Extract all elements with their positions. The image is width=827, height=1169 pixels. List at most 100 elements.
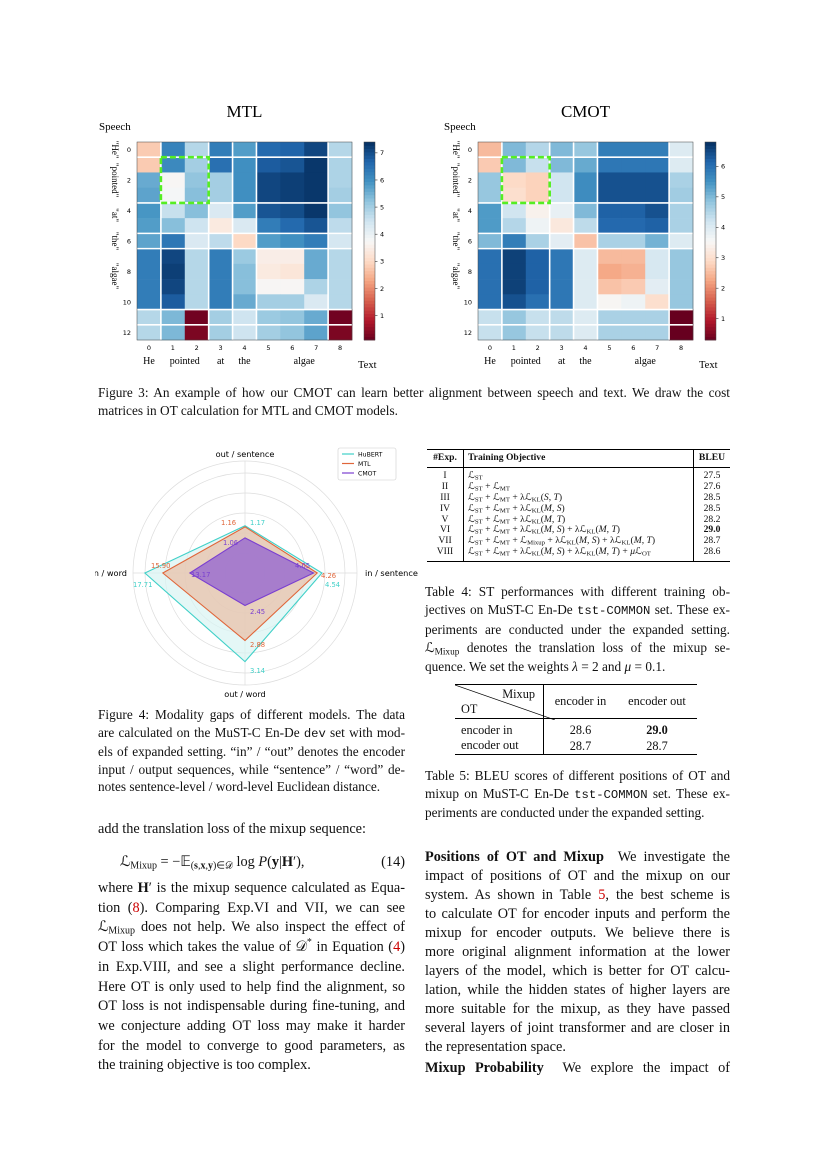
colorbar-segment xyxy=(705,221,716,225)
heatmap-cell xyxy=(208,157,233,173)
colorbar-segment xyxy=(364,151,375,156)
bleu: 28.5 xyxy=(693,503,730,515)
colorbar-segment xyxy=(705,244,716,248)
heatmap-cell xyxy=(525,172,550,188)
axis-label: out / sentence xyxy=(216,449,275,459)
colorbar-segment xyxy=(364,320,375,324)
heatmap-cell xyxy=(573,309,598,326)
cell: 28.7 xyxy=(543,737,617,755)
colorbar-tick-label: 5 xyxy=(721,193,725,201)
x-word-label: at xyxy=(217,356,224,367)
heatmap-cell xyxy=(160,218,186,234)
heatmap-cell xyxy=(304,309,329,326)
data-label: 17.71 xyxy=(133,581,152,589)
x-word-label: the xyxy=(579,356,592,367)
heatmap-cell xyxy=(160,263,186,280)
heatmap-cell xyxy=(525,142,550,158)
body-line: to calculate OT for encoder inputs and p… xyxy=(425,905,730,922)
left-paragraph: where H′ is the mixup sequence calculate… xyxy=(98,879,405,1076)
heatmap-cell xyxy=(669,187,694,204)
heatmap-title: CMOT xyxy=(561,102,611,121)
colorbar-segment xyxy=(364,326,375,331)
colorbar-segment xyxy=(364,313,375,318)
heatmap-cell xyxy=(525,309,550,326)
heatmap-cell xyxy=(573,218,598,234)
heatmap-cell xyxy=(669,294,694,310)
heatmap-cell xyxy=(597,263,622,280)
heatmap-cell xyxy=(304,172,329,188)
colorbar-segment xyxy=(364,178,375,182)
x-tick-label: 2 xyxy=(536,344,540,352)
colorbar-segment xyxy=(364,201,375,206)
exp-id: II xyxy=(441,480,449,492)
right-paragraph: Positions of OT and Mixup We investigate… xyxy=(425,848,730,1056)
colorbar-segment xyxy=(705,181,716,186)
heatmap-cell xyxy=(525,294,550,310)
heatmap-cell xyxy=(478,233,503,249)
y-word-label: "algae" xyxy=(110,263,120,290)
heatmap-cell xyxy=(573,248,598,265)
heatmap-cell xyxy=(501,172,527,188)
heatmap-cell xyxy=(621,187,646,204)
bleu: 27.6 xyxy=(693,481,730,493)
colorbar-tick-label: 7 xyxy=(380,149,384,157)
heatmap-cell xyxy=(304,202,329,219)
heatmap-cell xyxy=(501,157,527,173)
heatmap-cell xyxy=(621,157,646,173)
legend-label: CMOT xyxy=(358,471,377,478)
colorbar-segment xyxy=(705,330,716,334)
heatmap-cell xyxy=(256,172,281,188)
colorbar-segment xyxy=(364,241,375,245)
heatmap-cell xyxy=(280,233,305,249)
colorbar-segment xyxy=(364,231,375,235)
colorbar-segment xyxy=(705,151,716,156)
heatmap-cell xyxy=(478,157,503,173)
heatmap-cell xyxy=(549,279,574,295)
heatmap-cell xyxy=(256,309,281,326)
table-row: VI ℒST + ℒMT + λℒKL(M, S) + λℒKL(M, T) 29.… xyxy=(427,524,730,537)
y-axis-label: Speech xyxy=(99,121,131,133)
heatmap-cell xyxy=(160,142,186,158)
heatmap-cell xyxy=(280,248,305,265)
colorbar-segment xyxy=(705,142,716,146)
heatmap-cell xyxy=(137,172,162,188)
body-line: system. As shown in Table 5, the best sc… xyxy=(425,886,730,903)
heatmap-cell xyxy=(304,218,329,234)
figure4-caption: Figure 4: Modality gaps of different mod… xyxy=(98,706,405,796)
heatmap-cell xyxy=(669,309,694,326)
heatmap-cell xyxy=(573,233,598,249)
body-line: several layers of joint transformer and … xyxy=(425,1019,730,1036)
colorbar-tick-label: 2 xyxy=(380,285,384,293)
heatmap-cell xyxy=(184,157,209,173)
heatmap-cell xyxy=(573,172,598,188)
colorbar-segment xyxy=(364,283,375,288)
y-word-label: "algae" xyxy=(451,263,461,290)
heatmap-cell xyxy=(280,172,305,188)
heatmap-cell xyxy=(645,324,670,341)
colorbar-segment xyxy=(364,224,375,229)
caption-line: input / output sequences, while “sentenc… xyxy=(98,761,405,777)
x-tick-label: 2 xyxy=(195,344,199,352)
highlight-box xyxy=(159,155,210,205)
heatmap-cell xyxy=(304,142,329,158)
table5-corner: Mixup OT xyxy=(455,685,555,720)
heatmap-cell xyxy=(232,172,257,188)
heatmap-cell xyxy=(184,324,209,341)
heatmap-cell xyxy=(208,309,233,326)
y-word-label: "pointed" xyxy=(110,163,120,198)
heatmap-cell xyxy=(208,172,233,188)
body-line: ℒMixup does not help. We also inspect th… xyxy=(98,919,405,937)
heatmap-cell xyxy=(501,233,527,249)
body-line: add the translation loss of the mixup se… xyxy=(98,821,367,837)
heatmap-cell xyxy=(525,202,550,219)
heatmap-cell xyxy=(525,263,550,280)
heatmap-cell xyxy=(621,279,646,295)
x-tick-label: 4 xyxy=(583,344,587,352)
body-line: Mixup Probability We explore the impact … xyxy=(425,1060,730,1076)
colorbar-segment xyxy=(705,188,716,192)
heatmap-cell xyxy=(573,157,598,173)
colorbar-segment xyxy=(705,310,716,314)
heatmap-cell xyxy=(645,172,670,188)
heatmap-cell xyxy=(621,218,646,234)
y-word-label: "at" xyxy=(110,208,120,222)
